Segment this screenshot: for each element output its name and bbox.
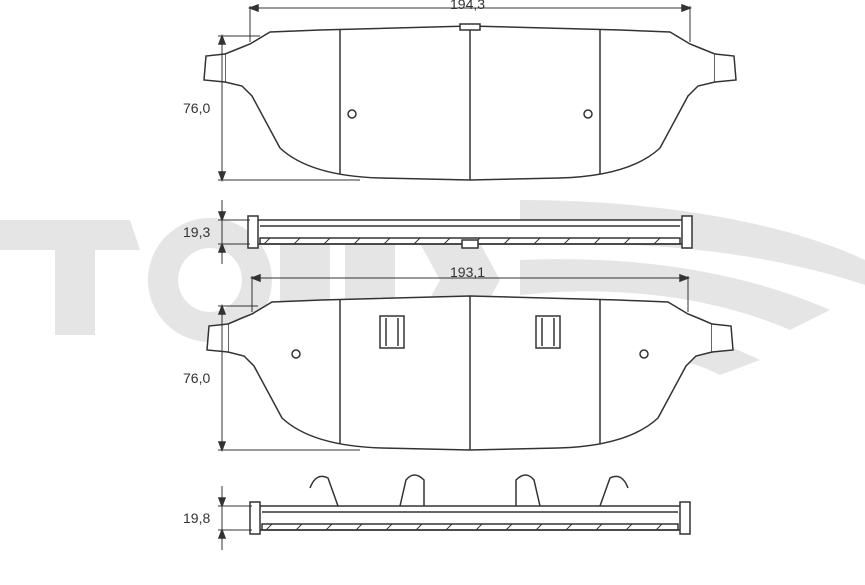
upper-pad-front <box>204 5 736 180</box>
lower-height-label: 76,0 <box>183 370 210 386</box>
technical-drawing <box>0 0 865 585</box>
upper-thickness-label: 19,3 <box>183 224 210 240</box>
lower-pad-front <box>207 275 733 450</box>
lower-thickness-label: 19,8 <box>183 510 210 526</box>
lower-width-label: 193,1 <box>450 264 485 280</box>
upper-width-label: 194,3 <box>450 0 485 12</box>
upper-height-label: 76,0 <box>183 100 210 116</box>
upper-pad-side <box>218 200 692 264</box>
lower-pad-side <box>218 475 690 550</box>
